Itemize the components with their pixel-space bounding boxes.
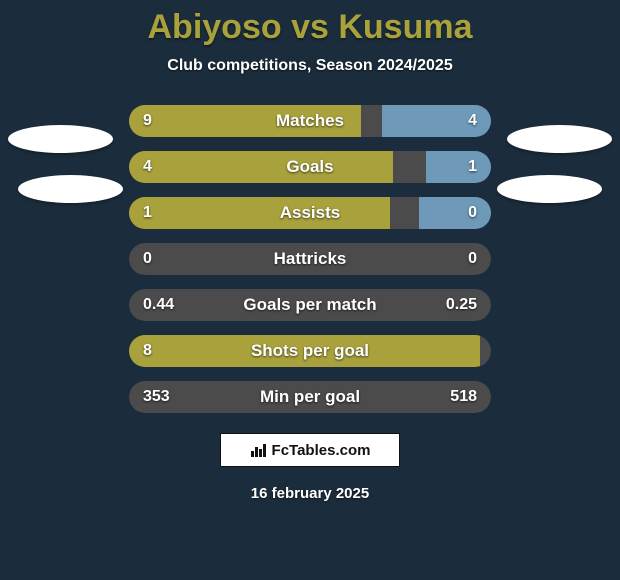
footer-date: 16 february 2025 <box>0 485 620 502</box>
stat-row: 8Shots per goal <box>129 335 491 367</box>
stat-row: 353518Min per goal <box>129 381 491 413</box>
chart-container: Abiyoso vs Kusuma Club competitions, Sea… <box>0 0 620 580</box>
stat-bar-left <box>129 151 393 183</box>
brand-box: FcTables.com <box>220 433 400 467</box>
right-badge-placeholder-1 <box>507 125 612 153</box>
stat-row: 10Assists <box>129 197 491 229</box>
stat-bar-right <box>382 105 491 137</box>
stat-bar-left <box>129 197 390 229</box>
stat-row-bg <box>129 289 491 321</box>
stat-row: 94Matches <box>129 105 491 137</box>
stat-bar-right <box>426 151 491 183</box>
stat-bar-right <box>419 197 491 229</box>
right-badge-placeholder-2 <box>497 175 602 203</box>
stat-row: 00Hattricks <box>129 243 491 275</box>
brand-text: FcTables.com <box>272 442 371 459</box>
left-badge-placeholder-1 <box>8 125 113 153</box>
stat-row-bg <box>129 381 491 413</box>
brand-bars-icon <box>250 441 268 459</box>
subtitle: Club competitions, Season 2024/2025 <box>0 57 620 75</box>
stat-row: 0.440.25Goals per match <box>129 289 491 321</box>
left-badge-placeholder-2 <box>18 175 123 203</box>
stat-rows: 94Matches 41Goals 10Assists 00Hattricks 0.44… <box>0 105 620 413</box>
stat-row: 41Goals <box>129 151 491 183</box>
stat-bar-left <box>129 105 361 137</box>
stat-row-bg <box>129 243 491 275</box>
page-title: Abiyoso vs Kusuma <box>0 8 620 47</box>
stat-bar-left <box>129 335 480 367</box>
